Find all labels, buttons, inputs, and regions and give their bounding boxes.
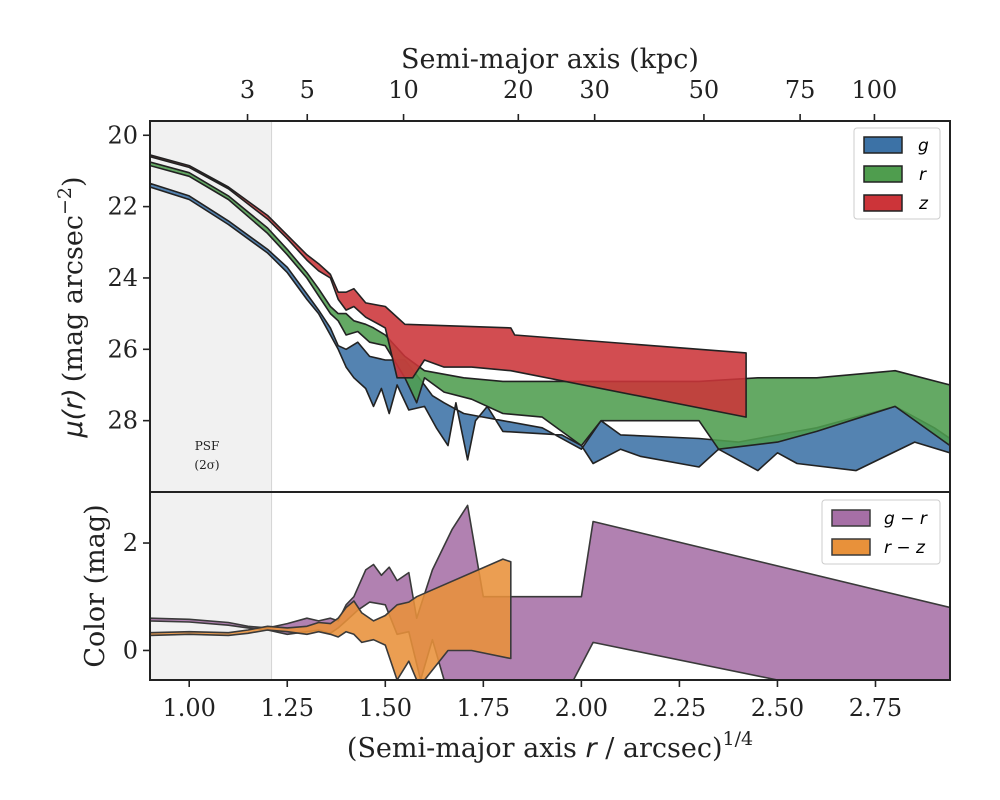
legend-z-swatch (863, 194, 903, 212)
top-tick-label: 30 (579, 76, 610, 104)
band-rz (150, 558, 512, 680)
xtick-label: 1.75 (457, 694, 510, 722)
legend-gr-swatch (831, 509, 871, 527)
xtick-label: 2.50 (751, 694, 804, 722)
legend-rz-label: r − z (884, 538, 926, 558)
y-label-mu: μ(r) (58, 388, 89, 438)
top-tick-label: 100 (852, 76, 898, 104)
legend-r-label: r (919, 165, 927, 185)
x-label-exp: 1/4 (723, 728, 754, 750)
ytick-label: 26 (107, 335, 138, 363)
ytick-label: 0 (123, 636, 138, 664)
x-label-main: (Semi-major axis (347, 733, 586, 764)
y-axis-label-top: μ(r) (mag arcsec−2) (54, 176, 89, 438)
top-tick-label: 5 (300, 76, 315, 104)
psf-label-line2: (2σ) (194, 458, 219, 472)
psf-band (150, 121, 272, 492)
ytick-label: 28 (107, 407, 138, 435)
x-label-r: r (586, 733, 599, 764)
top-tick-label: 50 (689, 76, 720, 104)
band-r (150, 161, 950, 451)
xtick-label: 2.25 (653, 694, 706, 722)
legend-r-swatch (863, 165, 903, 183)
band-g (150, 182, 950, 472)
legend-top: g r z (853, 127, 941, 220)
psf-label-line1: PSF (195, 439, 220, 453)
bottom-panel-frame (149, 491, 951, 681)
legend-rz-swatch (831, 538, 871, 556)
x-axis-label: (Semi-major axis r / arcsec)1/4 (347, 728, 753, 764)
xtick-label: 1.25 (261, 694, 314, 722)
x-label-rest: / arcsec) (597, 733, 723, 764)
y-axis-label-bottom: Color (mag) (80, 504, 111, 667)
ytick-label: 24 (107, 264, 138, 292)
xtick-label: 1.00 (162, 694, 215, 722)
top-tick-label: 20 (503, 76, 534, 104)
legend-z-label: z (918, 194, 929, 214)
y-label-close: ) (58, 176, 89, 187)
top-axis-label: Semi-major axis (kpc) (401, 44, 699, 75)
legend-g-swatch (863, 136, 903, 154)
bottom-panel: 0 2 1.00 1.25 1.50 1.75 2.00 2.25 2.50 2.75 g − … (123, 491, 951, 722)
top-tick-label: 3 (240, 76, 255, 104)
legend-gr-label: g − r (884, 509, 928, 529)
xtick-label: 2.75 (849, 694, 902, 722)
ytick-label: 2 (123, 529, 138, 557)
legend-bottom: g − r r − z (821, 499, 941, 565)
ytick-label: 22 (107, 193, 138, 221)
band-z (150, 154, 747, 418)
y-label-unit: (mag arcsec (58, 215, 89, 382)
xtick-label: 2.00 (555, 694, 608, 722)
xtick-label: 1.50 (359, 694, 412, 722)
y-label-exp: −2 (54, 187, 76, 215)
psf-band-bottom (150, 492, 272, 680)
top-tick-label: 75 (785, 76, 816, 104)
top-panel: PSF (2σ) 20 22 24 26 28 3 5 10 20 30 50 75 100 g r … (107, 76, 951, 493)
legend-g-label: g (918, 136, 929, 156)
ytick-label: 20 (107, 121, 138, 149)
top-tick-label: 10 (388, 76, 419, 104)
